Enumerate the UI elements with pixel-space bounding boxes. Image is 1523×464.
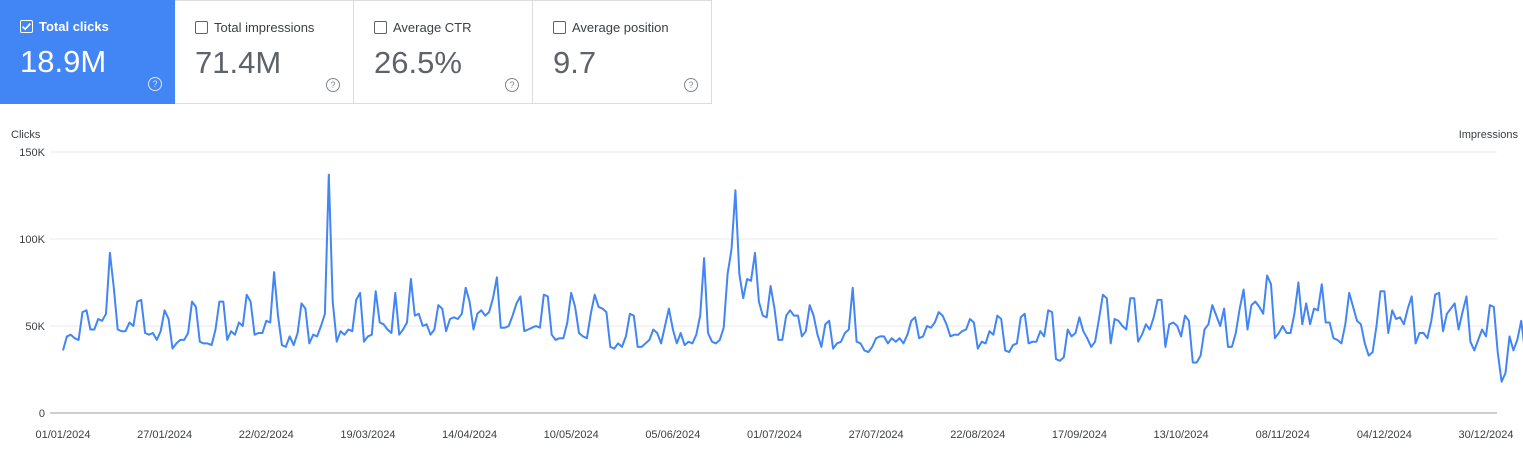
clicks-line-chart: 0 50K 100K 150K 01/01/2024 27/01/2024 22/02/20… [19,147,1523,441]
y-tick-label: 100K [19,234,45,246]
x-tick-label: 14/04/2024 [442,429,497,441]
x-tick-label: 30/12/2024 [1458,429,1513,441]
metric-cards: Total clicks 18.9M ? Total impressions 7… [0,0,712,104]
metric-label: Total clicks [39,19,109,34]
metric-card-average-ctr[interactable]: Average CTR 26.5% ? [354,0,533,104]
metric-card-total-impressions[interactable]: Total impressions 71.4M ? [175,0,354,104]
checkbox-unchecked-icon[interactable] [374,21,387,34]
metric-label: Average position [572,20,669,35]
x-tick-label: 22/02/2024 [239,429,294,441]
x-tick-label: 17/09/2024 [1052,429,1107,441]
metric-card-total-clicks[interactable]: Total clicks 18.9M ? [0,0,175,104]
y-tick-label: 0 [39,408,45,420]
checkbox-unchecked-icon[interactable] [553,21,566,34]
checkbox-checked-icon[interactable] [20,20,33,33]
metric-value: 18.9M [20,44,107,79]
metric-value: 26.5% [374,45,462,80]
help-icon[interactable]: ? [505,78,519,92]
x-tick-label: 27/07/2024 [849,429,904,441]
x-tick-label: 19/03/2024 [340,429,395,441]
metric-card-average-position[interactable]: Average position 9.7 ? [533,0,712,104]
help-icon[interactable]: ? [326,78,340,92]
metric-label: Total impressions [214,20,315,35]
x-tick-label: 04/12/2024 [1357,429,1412,441]
x-tick-label: 13/10/2024 [1154,429,1209,441]
metric-value: 71.4M [195,45,282,80]
help-icon[interactable]: ? [684,78,698,92]
x-tick-label: 22/08/2024 [950,429,1005,441]
checkbox-unchecked-icon[interactable] [195,21,208,34]
x-tick-label: 01/01/2024 [35,429,90,441]
clicks-series-line [62,173,1523,383]
x-tick-label: 08/11/2024 [1256,429,1310,441]
y-tick-label: 150K [19,147,45,159]
metric-label: Average CTR [393,20,472,35]
x-tick-label: 27/01/2024 [137,429,192,441]
x-tick-label: 05/06/2024 [645,429,700,441]
y-tick-label: 50K [25,321,45,333]
metric-value: 9.7 [553,45,597,80]
y2-axis-title: Impressions [1458,129,1518,141]
x-tick-label: 10/05/2024 [544,429,599,441]
x-tick-label: 01/07/2024 [747,429,802,441]
help-icon[interactable]: ? [148,77,162,91]
y-axis-title: Clicks [11,129,41,141]
